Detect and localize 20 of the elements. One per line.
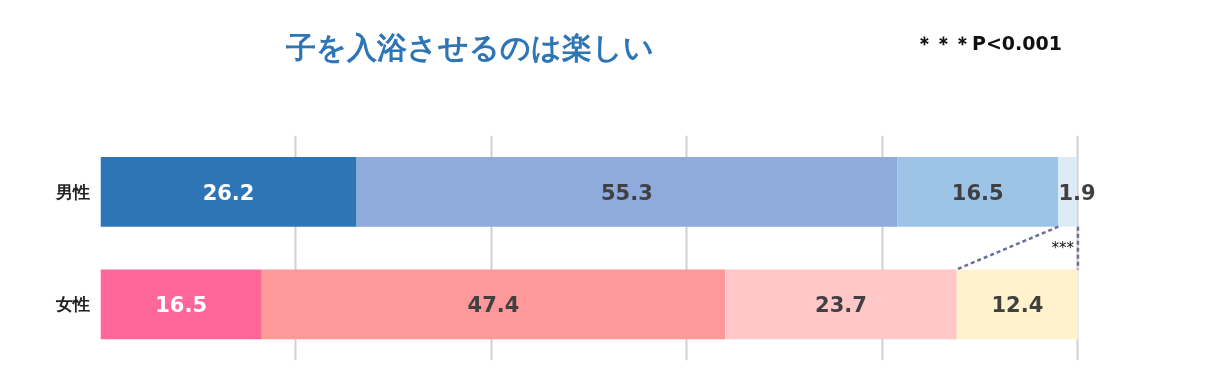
data-label: 47.4 <box>467 293 520 318</box>
bar <box>356 156 898 227</box>
bar <box>897 156 1059 227</box>
text: ＊＊＊P<0.001 <box>915 31 1062 56</box>
bar <box>100 156 357 227</box>
data-label: 1.9 <box>1058 180 1096 205</box>
y-tick-label: 女性 <box>54 294 90 315</box>
data-label: 16.5 <box>155 293 208 318</box>
chart-title: 子を入浴させるのは楽しい <box>286 29 654 67</box>
data-label: 16.5 <box>951 180 1004 205</box>
annotation: *** <box>1051 239 1075 257</box>
bar <box>100 269 262 340</box>
data-label: 23.7 <box>815 293 867 318</box>
data-label: 55.3 <box>600 180 653 205</box>
bar <box>261 269 726 340</box>
bar <box>956 269 1078 340</box>
y-tick-label: 男性 <box>54 181 90 202</box>
bar <box>725 269 957 340</box>
data-label: 26.2 <box>202 180 255 205</box>
data-label: 12.4 <box>991 293 1044 318</box>
